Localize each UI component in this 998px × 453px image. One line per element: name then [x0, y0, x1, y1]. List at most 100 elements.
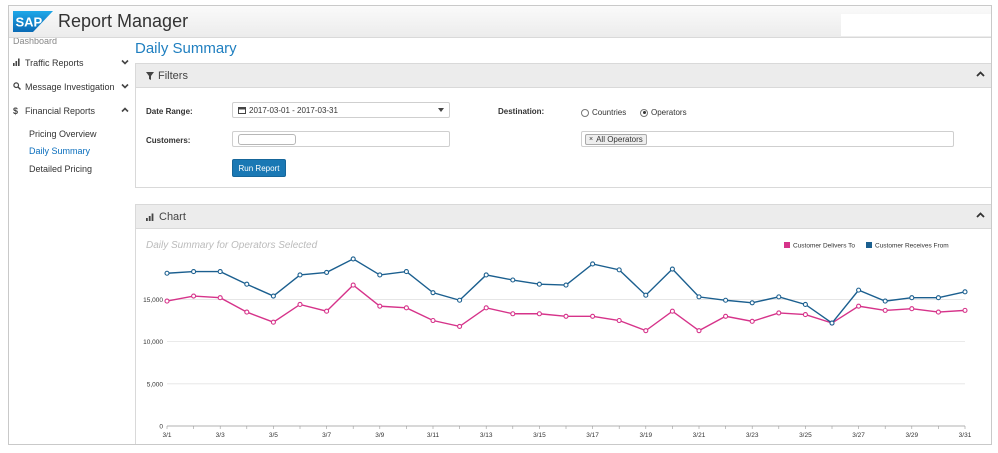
data-point[interactable] [856, 303, 862, 309]
y-tick-label: 0 [159, 424, 163, 431]
x-tick-label: 3/3 [216, 432, 225, 439]
data-point[interactable] [217, 269, 223, 275]
radio-operators[interactable]: Operators [640, 108, 687, 117]
data-point[interactable] [377, 303, 383, 309]
data-point[interactable] [669, 308, 675, 314]
operators-multiselect[interactable]: × All Operators [581, 131, 954, 147]
data-point[interactable] [430, 317, 436, 324]
data-point[interactable] [217, 295, 223, 301]
x-tick-label: 3/17 [586, 432, 599, 439]
data-point[interactable] [962, 307, 968, 313]
sap-logo[interactable]: SAP [13, 11, 53, 32]
legend-label[interactable]: Customer Receives From [875, 243, 949, 250]
data-point[interactable] [457, 323, 463, 329]
data-point[interactable] [324, 308, 330, 314]
data-point[interactable] [536, 281, 542, 287]
data-point[interactable] [749, 300, 755, 306]
data-point[interactable] [324, 269, 330, 275]
data-point[interactable] [403, 305, 409, 311]
remove-tag-icon[interactable]: × [589, 135, 594, 143]
data-point[interactable] [723, 297, 729, 303]
date-range-select[interactable]: 2017-03-01 - 2017-03-31 [232, 102, 450, 118]
legend-label[interactable]: Customer Delivers To [793, 243, 855, 250]
data-point[interactable] [164, 270, 170, 276]
data-point[interactable] [403, 269, 409, 275]
radio-button-selected[interactable] [640, 108, 648, 117]
bar-chart-icon [146, 213, 154, 221]
data-point[interactable] [510, 277, 516, 283]
data-point[interactable] [270, 319, 276, 325]
operator-tag[interactable]: × All Operators [585, 133, 647, 145]
customers-input[interactable] [232, 131, 450, 147]
data-point[interactable] [776, 294, 782, 300]
data-point[interactable] [510, 311, 516, 317]
data-point[interactable] [616, 267, 622, 273]
data-point[interactable] [882, 298, 888, 304]
x-tick-label: 3/19 [639, 432, 652, 439]
data-point[interactable] [856, 287, 862, 293]
data-point[interactable] [244, 281, 250, 287]
data-point[interactable] [643, 328, 649, 334]
sidebar: Dashboard Traffic Reports Message Invest… [9, 38, 131, 444]
data-point[interactable] [483, 305, 489, 311]
data-point[interactable] [563, 313, 569, 319]
sidebar-subitem-pricing-overview[interactable]: Pricing Overview [29, 129, 97, 139]
customers-search-box[interactable] [238, 133, 296, 145]
app-header: SAP Report Manager [9, 6, 991, 38]
data-point[interactable] [270, 293, 276, 299]
bar-chart-icon [13, 58, 25, 68]
data-point[interactable] [696, 294, 702, 300]
data-point[interactable] [297, 301, 303, 308]
data-point[interactable] [536, 311, 542, 317]
sidebar-subitem-daily-summary[interactable]: Daily Summary [29, 146, 91, 156]
data-point[interactable] [776, 310, 782, 316]
data-point[interactable] [297, 272, 303, 278]
data-point[interactable] [430, 290, 436, 296]
sidebar-item-dashboard[interactable]: Dashboard [13, 38, 58, 44]
data-point[interactable] [643, 292, 649, 298]
destination-label: Destination: [498, 107, 545, 116]
sidebar-item-traffic-reports[interactable]: Traffic Reports [13, 55, 129, 71]
y-tick-label: 10,000 [143, 339, 163, 346]
data-point[interactable] [909, 295, 915, 301]
data-point[interactable] [590, 261, 596, 267]
data-point[interactable] [563, 282, 569, 288]
chevron-up-icon [121, 107, 129, 113]
x-tick-label: 3/1 [162, 432, 171, 439]
data-point[interactable] [457, 297, 463, 303]
data-point[interactable] [191, 293, 197, 299]
data-point[interactable] [802, 312, 808, 318]
data-point[interactable] [829, 320, 835, 326]
data-point[interactable] [749, 318, 755, 324]
data-point[interactable] [909, 306, 915, 312]
data-point[interactable] [696, 328, 702, 334]
radio-button[interactable] [581, 108, 589, 117]
radio-countries[interactable]: Countries [581, 108, 626, 117]
run-report-button[interactable]: Run Report [232, 159, 286, 177]
sidebar-item-financial-reports[interactable]: $ Financial Reports [13, 103, 129, 119]
data-point[interactable] [244, 309, 250, 315]
data-point[interactable] [590, 313, 596, 319]
chevron-up-icon[interactable] [976, 70, 985, 79]
data-point[interactable] [669, 266, 675, 272]
data-point[interactable] [723, 313, 729, 319]
data-point[interactable] [191, 269, 197, 275]
y-tick-label: 15,000 [143, 297, 163, 304]
data-point[interactable] [483, 272, 489, 278]
data-point[interactable] [164, 298, 170, 304]
header-user-area [841, 14, 991, 36]
data-point[interactable] [882, 307, 888, 313]
data-point[interactable] [350, 282, 356, 288]
filters-panel-header[interactable]: Filters [136, 64, 991, 88]
data-point[interactable] [935, 295, 941, 301]
chart-panel-header[interactable]: Chart [136, 205, 991, 229]
data-point[interactable] [962, 289, 968, 295]
data-point[interactable] [616, 317, 622, 324]
data-point[interactable] [802, 301, 808, 308]
sidebar-item-message-investigation[interactable]: Message Investigation [13, 79, 129, 95]
data-point[interactable] [350, 256, 356, 262]
data-point[interactable] [377, 272, 383, 278]
chevron-up-icon[interactable] [976, 211, 985, 220]
sidebar-subitem-detailed-pricing[interactable]: Detailed Pricing [29, 164, 93, 174]
data-point[interactable] [935, 309, 941, 315]
